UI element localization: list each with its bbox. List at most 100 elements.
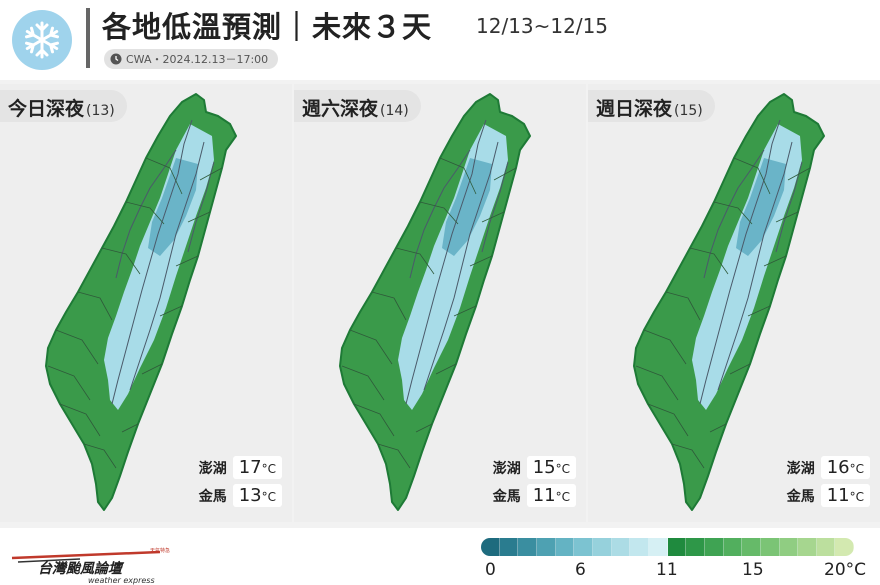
island-name: 金馬 (198, 489, 227, 505)
island-name: 金馬 (786, 489, 815, 505)
day-name: 今日深夜 (8, 98, 85, 120)
scale-swatch (536, 538, 556, 556)
county-boundary-line (775, 211, 799, 223)
source-badge: CWA・2024.12.13－17:00 (104, 49, 279, 69)
scale-swatch (574, 538, 593, 556)
snowflake-badge (12, 10, 72, 70)
scale-swatch (742, 538, 761, 556)
county-boundary-line (787, 167, 811, 181)
county-boundary-line (689, 247, 729, 275)
scale-tick: 11 (656, 560, 678, 580)
county-boundary-line (733, 157, 771, 195)
day-number: (13) (86, 103, 115, 119)
mountain-ridge-line (775, 161, 803, 253)
taiwan-map (633, 93, 825, 511)
county-boundary-line (435, 363, 457, 375)
island-row-kinmen-matsu: 金馬 11°C (493, 484, 576, 507)
logo-swoosh-icon (11, 550, 161, 563)
island-temp: 11°C (820, 484, 870, 507)
county-boundary-line (187, 211, 211, 223)
mountain-ridge-line (187, 161, 215, 253)
mountain-ridge-line (481, 161, 509, 253)
island-temp: 16°C (820, 456, 870, 479)
county-boundary-line (371, 291, 407, 321)
county-boundary-line (415, 423, 433, 433)
header-divider (86, 8, 90, 68)
panel-saturday: 週六深夜 (14) 澎湖 15°C 金馬 11°C (294, 84, 586, 522)
mountain-ridge-line (115, 149, 177, 279)
island-row-penghu: 澎湖 16°C (787, 456, 870, 479)
island-row-kinmen-matsu: 金馬 11°C (787, 484, 870, 507)
taiwan-map (339, 93, 531, 511)
island-temp: 11°C (526, 484, 576, 507)
scale-swatch (779, 538, 799, 556)
county-boundary-line (763, 255, 787, 267)
island-temp: 15°C (526, 456, 576, 479)
island-temp: 13°C (232, 484, 282, 507)
county-boundary-line (121, 423, 139, 433)
county-boundary-line (349, 329, 393, 365)
county-boundary-line (665, 291, 701, 321)
county-boundary-line (199, 167, 223, 181)
coldest-zone (148, 158, 198, 256)
panel-sunday: 週日深夜 (15) 澎湖 16°C 金馬 11°C (588, 84, 880, 522)
county-boundary-line (341, 365, 385, 401)
scale-swatch (592, 538, 612, 556)
mountain-ridge-line (423, 141, 499, 391)
day-number: (15) (674, 103, 703, 119)
scale-swatch (555, 538, 575, 556)
island-name: 澎湖 (492, 461, 521, 477)
temperature-color-scale (481, 538, 854, 556)
county-boundary-line (469, 255, 493, 267)
county-boundary-line (175, 255, 199, 267)
coldest-zone (442, 158, 492, 256)
clock-icon (110, 53, 122, 65)
scale-swatch (816, 538, 836, 556)
day-label: 今日深夜 (13) (0, 90, 127, 122)
mountain-ridge-line (129, 141, 205, 391)
brand-logo: 天氣特急 台灣颱風論壇 weather express (10, 536, 180, 585)
island-name: 澎湖 (198, 461, 227, 477)
mountain-ridge-line (703, 149, 765, 279)
county-boundary-line (647, 403, 689, 437)
county-boundary-line (395, 247, 435, 275)
snowflake-icon (23, 21, 61, 59)
scale-swatch (630, 538, 649, 556)
scale-swatch (518, 538, 537, 556)
scale-tick: 0 (485, 560, 496, 580)
island-row-penghu: 澎湖 17°C (199, 456, 282, 479)
mountain-ridge-line (717, 141, 793, 391)
county-boundary-line (747, 305, 771, 317)
county-boundary-line (125, 201, 165, 225)
county-boundary-line (419, 201, 459, 225)
logo-subtitle: weather express (88, 576, 155, 585)
day-name: 週六深夜 (302, 98, 379, 120)
date-range: 12/13~12/15 (476, 14, 609, 38)
county-boundary-line (159, 305, 183, 317)
county-boundary-line (729, 363, 751, 375)
county-boundary-line (671, 443, 705, 469)
mountain-ridge-line (409, 149, 471, 279)
county-boundary-line (377, 443, 411, 469)
island-name: 金馬 (492, 489, 521, 505)
day-label: 週六深夜 (14) (294, 90, 421, 122)
island-name: 澎湖 (786, 461, 815, 477)
mountain-ridge-line (405, 119, 487, 405)
header: 各地低溫預測｜未來３天 12/13~12/15 CWA・2024.12.13－1… (0, 0, 880, 80)
county-boundary-line (453, 305, 477, 317)
logo-text: 台灣颱風論壇 (38, 561, 122, 577)
day-number: (14) (380, 103, 409, 119)
county-boundary-line (635, 365, 679, 401)
scale-swatch (704, 538, 724, 556)
scale-swatch (481, 538, 500, 556)
footer: 天氣特急 台灣颱風論壇 weather express (0, 528, 880, 585)
island-row-penghu: 澎湖 15°C (493, 456, 576, 479)
scale-tick: 15 (742, 560, 764, 580)
county-boundary-line (145, 157, 183, 195)
county-boundary-line (481, 211, 505, 223)
county-boundary-line (713, 201, 753, 225)
county-boundary-line (141, 363, 163, 375)
island-row-kinmen-matsu: 金馬 13°C (199, 484, 282, 507)
county-boundary-line (59, 403, 101, 437)
island-temp: 17°C (232, 456, 282, 479)
